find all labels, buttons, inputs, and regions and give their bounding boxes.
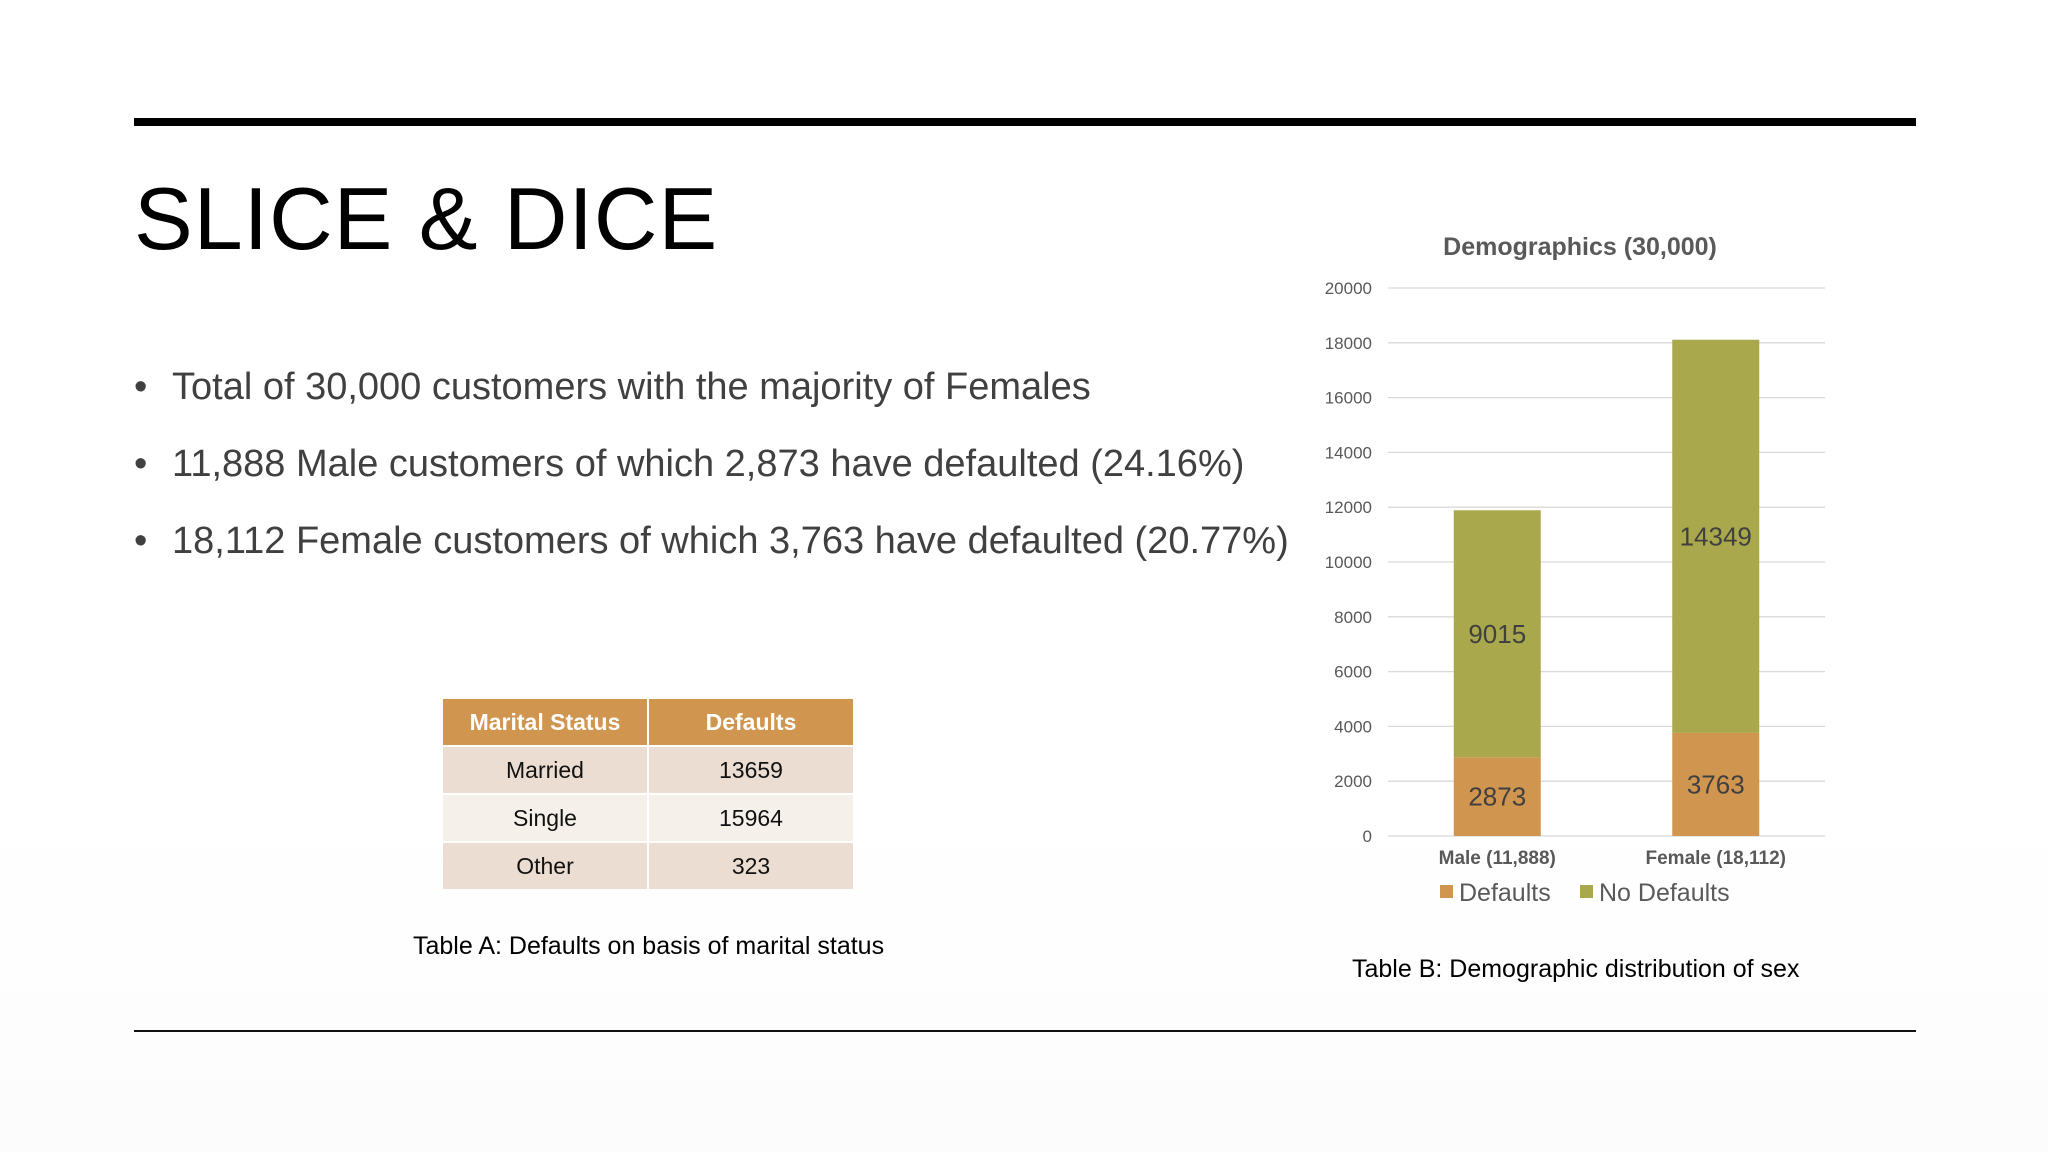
bullet-item: • 11,888 Male customers of which 2,873 h… — [134, 445, 1289, 483]
bar-data-label: 2873 — [1468, 782, 1526, 812]
y-tick-label: 18000 — [1325, 334, 1372, 353]
chart-x-labels: Male (11,888) Female (18,112) — [1439, 848, 1786, 869]
bullet-text: Total of 30,000 customers with the major… — [172, 366, 1091, 408]
bullet-dot: • — [134, 520, 148, 562]
y-tick-label: 6000 — [1334, 663, 1372, 682]
bar-segment — [1453, 757, 1541, 836]
bullet-dot: • — [134, 443, 148, 485]
slide-title: SLICE & DICE — [134, 169, 719, 268]
bullet-dot: • — [134, 366, 148, 408]
bar-data-label: 9015 — [1468, 619, 1526, 649]
table-header-cell: Marital Status — [443, 699, 647, 745]
table-cell: Other — [443, 843, 647, 889]
y-tick-label: 12000 — [1325, 498, 1372, 517]
y-tick-label: 2000 — [1334, 772, 1372, 791]
chart-bars: 2873 9015 3763 14349 — [1453, 339, 1760, 836]
bullet-text: 11,888 Male customers of which 2,873 hav… — [172, 443, 1245, 485]
chart-title: Demographics (30,000) — [1443, 233, 1717, 261]
table-cell: 13659 — [649, 747, 853, 793]
bullet-item: • Total of 30,000 customers with the maj… — [134, 368, 1289, 406]
x-category-label: Female (18,112) — [1646, 848, 1786, 869]
x-category-label: Male (11,888) — [1439, 848, 1556, 869]
demographics-chart: Demographics (30,000) 0 2000 4000 6000 8000 1… — [1325, 233, 1825, 907]
table-row: Single 15964 — [443, 795, 853, 841]
table-a-caption: Table A: Defaults on basis of marital st… — [413, 932, 885, 960]
legend-label: No Defaults — [1599, 879, 1730, 907]
y-tick-label: 0 — [1363, 827, 1372, 846]
bullet-item: • 18,112 Female customers of which 3,763… — [134, 522, 1289, 560]
table-cell: 15964 — [649, 795, 853, 841]
top-rule — [134, 118, 1916, 126]
chart-caption: Table B: Demographic distribution of sex — [1352, 955, 1800, 983]
table-cell: Single — [443, 795, 647, 841]
marital-status-table: Marital Status Defaults Married 13659 Si… — [441, 697, 855, 891]
y-tick-label: 20000 — [1325, 279, 1372, 298]
legend-swatch — [1580, 885, 1593, 898]
legend-swatch — [1440, 885, 1453, 898]
table-cell: 323 — [649, 843, 853, 889]
y-tick-label: 16000 — [1325, 389, 1372, 408]
bar-data-label: 14349 — [1680, 521, 1752, 551]
table-row: Other 323 — [443, 843, 853, 889]
bullet-list: • Total of 30,000 customers with the maj… — [134, 368, 1289, 599]
chart-legend: Defaults No Defaults — [1440, 879, 1730, 907]
table-cell: Married — [443, 747, 647, 793]
y-tick-label: 4000 — [1334, 717, 1372, 736]
legend-label: Defaults — [1459, 879, 1551, 907]
table-header-row: Marital Status Defaults — [443, 699, 853, 745]
table-row: Married 13659 — [443, 747, 853, 793]
y-tick-label: 8000 — [1334, 608, 1372, 627]
bar-segment — [1453, 510, 1541, 758]
bar-segment — [1672, 732, 1760, 836]
table-header-cell: Defaults — [649, 699, 853, 745]
chart-gridlines — [1388, 287, 1825, 837]
chart-y-ticks: 0 2000 4000 6000 8000 10000 12000 14000 16000 180… — [1325, 279, 1372, 846]
bottom-rule — [134, 1030, 1916, 1032]
bullet-text: 18,112 Female customers of which 3,763 h… — [172, 520, 1289, 562]
y-tick-label: 14000 — [1325, 443, 1372, 462]
bar-data-label: 3763 — [1687, 769, 1745, 799]
bar-segment — [1672, 339, 1760, 733]
y-tick-label: 10000 — [1325, 553, 1372, 572]
